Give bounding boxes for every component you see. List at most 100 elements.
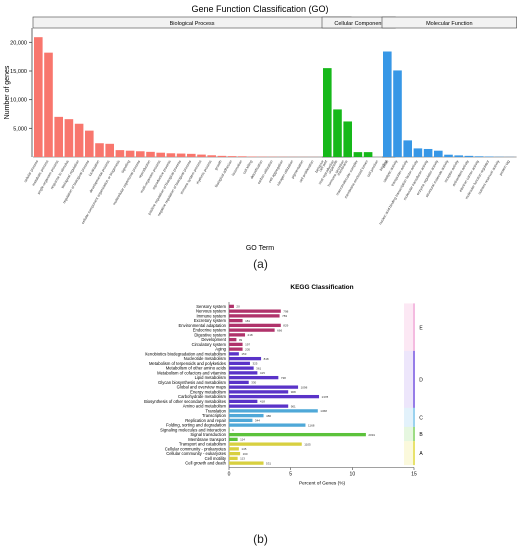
kegg-x-label: Percent of Genes (%) (299, 481, 346, 487)
kegg-bar (229, 309, 281, 313)
kegg-bar (229, 404, 289, 408)
kegg-value-label: 1098 (301, 385, 308, 389)
kegg-category-label: Biosynthesis of other secondary metaboli… (144, 399, 226, 404)
kegg-group-band (404, 407, 415, 428)
kegg-category-label: Amino acid metabolism (183, 404, 227, 409)
go-bar (454, 155, 463, 157)
kegg-bar (229, 318, 243, 323)
kegg-bar (229, 413, 264, 418)
panel-b-label: (b) (253, 532, 268, 546)
kegg-value-label: 153 (241, 352, 246, 356)
kegg-category-label: Endocrine system (193, 328, 227, 333)
kegg-group-band (404, 441, 415, 466)
kegg-group-label: B (419, 432, 423, 438)
kegg-value-label: 818 (264, 357, 269, 361)
kegg-value-label: 145 (241, 447, 246, 451)
go-bar (166, 153, 176, 157)
kegg-category-label: Transport and catabolism (179, 442, 227, 447)
kegg-value-label: 205 (245, 347, 250, 351)
kegg-value-label: 114 (240, 438, 245, 442)
kegg-category-label: Immune system (196, 313, 226, 318)
kegg-bar (229, 333, 246, 337)
go-x-tick-label: cell killing (242, 160, 253, 175)
kegg-x-tick-label: 5 (289, 472, 292, 478)
kegg-category-label: Lipid metabolism (195, 375, 227, 380)
go-bar (363, 152, 373, 157)
kegg-category-label: Folding, sorting and degradation (166, 423, 227, 428)
kegg-value-label: 2091 (368, 433, 375, 437)
go-x-tick-label: virion (382, 160, 390, 169)
go-bar (434, 150, 443, 157)
go-bar (464, 155, 474, 157)
kegg-bar (229, 442, 302, 446)
go-bar (333, 109, 342, 157)
kegg-bar (229, 428, 230, 432)
kegg-x-tick-label: 10 (350, 472, 356, 478)
go-y-label: Number of genes (4, 65, 11, 119)
kegg-bar (229, 409, 318, 413)
kegg-category-label: Membrane transport (188, 437, 227, 442)
kegg-bar (229, 456, 238, 461)
go-group-header (381, 16, 517, 29)
go-x-tick-label: behavior (314, 159, 325, 174)
kegg-category-label: Nucleotide metabolism (184, 356, 227, 361)
go-bar (197, 154, 206, 157)
kegg-group-label: A (419, 451, 423, 457)
kegg-bar (229, 314, 280, 318)
kegg-category-label: Signaling molecules and interaction (160, 427, 227, 432)
go-bar (227, 156, 237, 157)
kegg-bar (229, 385, 299, 389)
go-x-tick-label: locomotion (231, 159, 243, 176)
kegg-value-label: 1105 (304, 442, 311, 446)
go-bar (383, 51, 392, 157)
kegg-value-label: 486 (266, 414, 271, 418)
kegg-bar (229, 394, 320, 399)
go-bar (136, 151, 145, 157)
go-bar (423, 148, 433, 157)
kegg-title: KEGG Classification (290, 284, 353, 291)
kegg-category-label: Cell motility (205, 456, 227, 461)
kegg-bar (229, 361, 250, 366)
kegg-category-label: Xenobiotics biodegradation and metabolis… (145, 351, 227, 356)
kegg-value-label: 20 (236, 305, 240, 309)
go-bar (343, 121, 352, 157)
kegg-value-label: 1368 (320, 409, 327, 413)
go-group-header-label: Molecular Function (426, 21, 472, 27)
kegg-value-label: 361 (256, 366, 261, 370)
kegg-value-label: 330 (251, 381, 256, 385)
go-bar (85, 130, 94, 157)
kegg-bar (229, 380, 249, 385)
kegg-value-label: 197 (245, 343, 250, 347)
kegg-bar (229, 432, 366, 437)
kegg-value-label: 666 (277, 328, 282, 332)
go-bar (393, 70, 402, 157)
go-bar (207, 155, 216, 157)
go-chart: Gene Function Classification (GO) 5,000 10… (4, 4, 517, 252)
go-bar (403, 140, 412, 157)
kegg-bar (229, 461, 264, 465)
go-bar (64, 119, 74, 157)
kegg-bar (229, 437, 238, 442)
kegg-category-label: Replication and repair (185, 418, 226, 423)
kegg-group-label: D (419, 378, 423, 384)
go-bar (74, 123, 84, 157)
go-bar (156, 152, 165, 157)
kegg-bar (229, 418, 253, 423)
go-x-tick-label: growth (214, 160, 223, 171)
kegg-bar (229, 352, 239, 356)
kegg-category-label: Transcription (202, 413, 227, 418)
kegg-category-label: Nervous system (196, 309, 227, 314)
kegg-category-label: Circulatory system (192, 342, 227, 347)
kegg-chart-panel: KEGG Classification E D C B A 0 5 10 15 Percent of… (0, 280, 521, 530)
kegg-x-tick-label: 0 (228, 472, 231, 478)
kegg-value-label: 738 (281, 376, 286, 380)
go-bar (95, 143, 104, 157)
go-title: Gene Function Classification (GO) (191, 4, 328, 14)
kegg-category-label: Cellular community - eukaryotes (166, 451, 226, 456)
kegg-value-label: 1 (232, 428, 234, 432)
kegg-bar (229, 304, 234, 309)
kegg-value-label: 829 (283, 324, 288, 328)
kegg-category-label: Signal transduction (190, 432, 226, 437)
kegg-group-band (404, 303, 415, 352)
go-bar (238, 156, 247, 157)
